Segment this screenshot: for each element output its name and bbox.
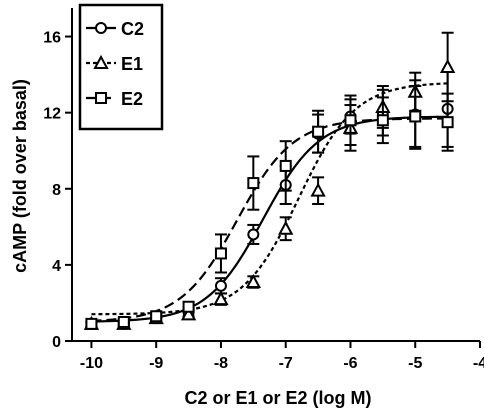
- data-point-e2: [279, 159, 292, 172]
- legend-label-e1: E1: [121, 54, 143, 74]
- data-point-e2: [182, 300, 195, 313]
- data-point-e2: [247, 177, 260, 190]
- x-tick-label: -7: [279, 355, 293, 372]
- x-tick-label: -4: [473, 355, 484, 372]
- legend: C2 E1 E2: [78, 3, 164, 131]
- data-points: [83, 31, 456, 330]
- legend-marker-e1: [93, 54, 109, 69]
- x-tick-label: -5: [408, 355, 422, 372]
- y-axis-title: cAMP (fold over basal): [10, 79, 30, 273]
- data-point-e2: [117, 315, 130, 328]
- data-point-e1: [245, 273, 262, 289]
- data-point-e1: [310, 182, 326, 197]
- axes: 0 4 8 12 16 -10 -9 -8 -7 -6 -5 -4: [43, 8, 484, 372]
- x-tick-label: -10: [80, 355, 103, 372]
- x-tick-label: -6: [343, 355, 357, 372]
- x-tick-label: -8: [214, 355, 228, 372]
- data-point-e2: [344, 114, 357, 127]
- y-tick-label: 0: [52, 334, 61, 351]
- legend-label-e2: E2: [121, 89, 143, 109]
- data-point-e1: [439, 58, 456, 73]
- fit-curve-e2: [91, 117, 448, 322]
- data-point-e2: [85, 317, 98, 330]
- legend-marker-c2: [95, 22, 107, 34]
- data-point-e2: [150, 310, 163, 323]
- data-point-e1: [180, 306, 197, 321]
- x-tick-label: -9: [149, 355, 163, 372]
- legend-marker-e2: [95, 92, 107, 104]
- data-point-e2: [409, 110, 422, 123]
- data-point-c2: [247, 228, 260, 241]
- y-tick-label: 12: [43, 106, 61, 123]
- data-point-e2: [376, 114, 389, 127]
- y-tick-label: 4: [52, 258, 61, 275]
- data-point-e2: [441, 116, 454, 129]
- data-point-e2: [312, 125, 325, 138]
- x-axis-title: C2 or E1 or E2 (log M): [184, 388, 371, 408]
- data-point-e2: [214, 247, 227, 260]
- data-point-e1: [278, 220, 294, 235]
- data-point-c2: [214, 279, 227, 292]
- fit-curve-c2: [91, 115, 448, 323]
- legend-box: [78, 3, 164, 131]
- y-tick-label: 16: [43, 30, 61, 47]
- y-tick-label: 8: [52, 182, 61, 199]
- data-point-e1: [213, 291, 229, 306]
- legend-label-c2: C2: [121, 19, 144, 39]
